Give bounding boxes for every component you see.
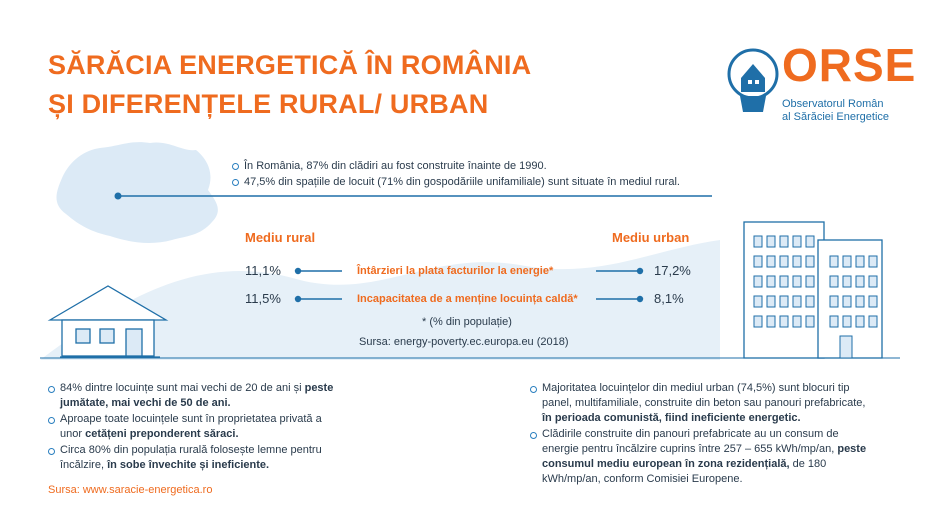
comparison-source: Sursa: energy-poverty.ec.europa.eu (2018… [359, 336, 569, 348]
logo-subtitle-line-2: al Sărăciei Energetice [782, 111, 890, 123]
label-warmth: Incapacitatea de a menține locuința cald… [357, 293, 578, 305]
logo-subtitle-line-1: Observatorul Român [782, 98, 884, 110]
rural-header: Mediu rural [245, 230, 316, 245]
list-item: Majoritatea locuințelor din mediul urban… [530, 381, 875, 426]
romania-map [56, 142, 218, 243]
rural-list: 84% dintre locuințe sunt mai vechi de 20… [48, 381, 338, 474]
urban-value-warmth: 8,1% [654, 291, 684, 306]
title-line-2: ȘI DIFERENȚELE RURAL/ URBAN [48, 89, 489, 119]
urban-value-late-payments: 17,2% [654, 263, 691, 278]
page-title: SĂRĂCIA ENERGETICĂ ÎN ROMÂNIA ȘI DIFEREN… [48, 46, 531, 124]
fact-item: 47,5% din spațiile de locuit (71% din go… [232, 174, 680, 190]
logo-subtitle: Observatorul Român al Sărăciei Energetic… [782, 98, 889, 124]
urban-list: Majoritatea locuințelor din mediul urban… [530, 381, 875, 488]
list-item: Clădirile construite din panouri prefabr… [530, 427, 875, 487]
lightbulb-house-icon [727, 48, 779, 112]
urban-header: Mediu urban [612, 230, 690, 245]
rural-value-late-payments: 11,1% [245, 263, 281, 278]
logo-wordmark: ORSE [782, 39, 917, 91]
fact-item: În România, 87% din clădiri au fost cons… [232, 158, 680, 174]
title-line-1: SĂRĂCIA ENERGETICĂ ÎN ROMÂNIA [48, 50, 532, 80]
facts-list: În România, 87% din clădiri au fost cons… [232, 158, 680, 190]
rural-value-warmth: 11,5% [245, 291, 281, 306]
rural-house-icon [47, 285, 169, 358]
list-item: 84% dintre locuințe sunt mai vechi de 20… [48, 381, 338, 411]
label-late-payments: Întârzieri la plata facturilor la energi… [357, 265, 554, 277]
list-item: Aproape toate locuințele sunt în proprie… [48, 412, 338, 442]
footnote: * (% din populație) [422, 316, 512, 328]
rural-source: Sursa: www.saracie-energetica.ro [48, 484, 213, 496]
list-item: Circa 80% din populația rurală folosește… [48, 443, 338, 473]
